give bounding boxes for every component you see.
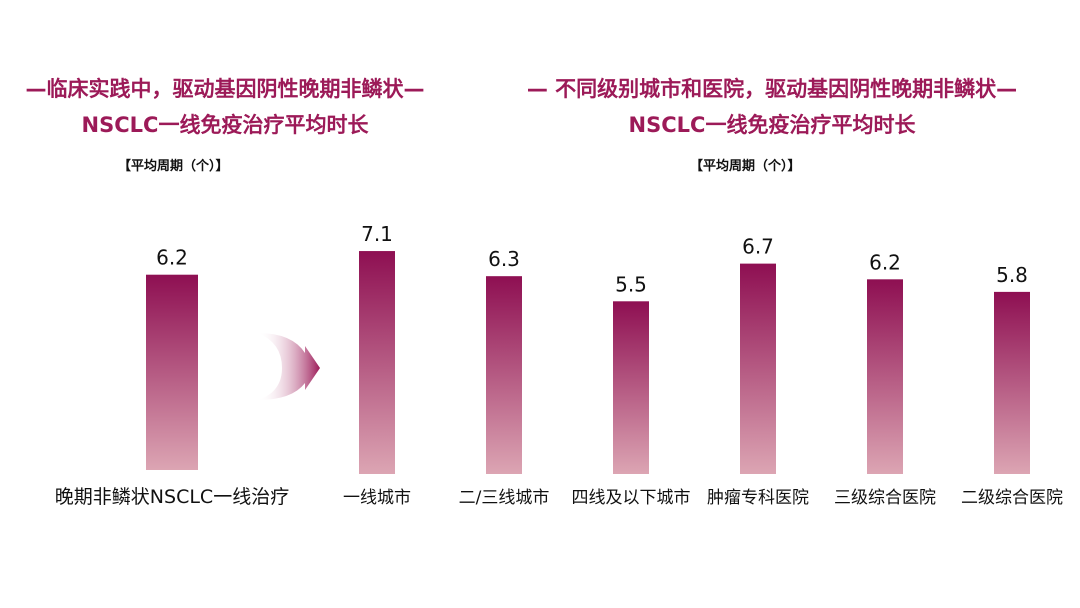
bar	[486, 276, 522, 474]
right-title-line1: — 不同级别城市和医院，驱动基因阴性晚期非鳞状—	[526, 77, 1018, 101]
right-title-line2: NSCLC一线免疫治疗平均时长	[628, 113, 916, 137]
bar	[867, 279, 903, 474]
right-unit-label: 【平均周期（个）】	[690, 159, 801, 174]
category-label: 一线城市	[343, 488, 411, 508]
data-label: 6.7	[742, 235, 774, 259]
left-unit-label: 【平均周期（个）】	[118, 159, 229, 174]
bar	[994, 291, 1030, 474]
bar	[613, 301, 649, 474]
category-label: 二/三线城市	[459, 488, 550, 508]
data-label: 6.2	[869, 250, 901, 274]
data-label: 5.5	[615, 272, 647, 296]
left-chart-title: —临床实践中，驱动基因阴性晚期非鳞状— NSCLC一线免疫治疗平均时长	[0, 71, 450, 143]
data-label: 6.2	[156, 246, 188, 270]
bar	[740, 263, 776, 474]
data-label: 5.8	[996, 263, 1028, 287]
category-label: 四线及以下城市	[572, 488, 691, 508]
data-label: 7.1	[361, 222, 393, 246]
bar	[359, 251, 395, 474]
category-label: 肿瘤专科医院	[707, 488, 809, 508]
category-label: 三级综合医院	[834, 488, 936, 508]
data-label: 6.3	[488, 247, 520, 271]
left-title-line1: —临床实践中，驱动基因阴性晚期非鳞状—	[25, 77, 425, 101]
category-label: 晚期非鳞状NSCLC一线治疗	[55, 486, 289, 508]
left-title-line2: NSCLC一线免疫治疗平均时长	[81, 113, 369, 137]
bar	[146, 274, 198, 470]
category-label: 二级综合医院	[961, 488, 1063, 508]
right-chart-title: — 不同级别城市和医院，驱动基因阴性晚期非鳞状— NSCLC一线免疫治疗平均时长	[496, 71, 1048, 143]
arrow-right-icon	[258, 333, 320, 400]
